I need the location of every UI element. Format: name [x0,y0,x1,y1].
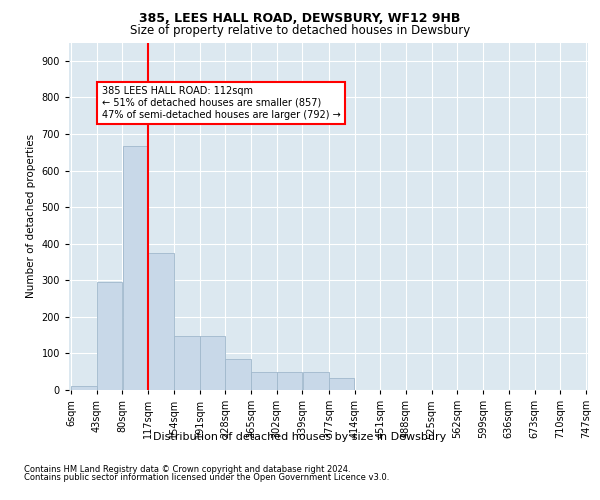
Text: Size of property relative to detached houses in Dewsbury: Size of property relative to detached ho… [130,24,470,37]
Bar [71,386,97,390]
Text: 385 LEES HALL ROAD: 112sqm
← 51% of detached houses are smaller (857)
47% of sem: 385 LEES HALL ROAD: 112sqm ← 51% of deta… [101,86,340,120]
Bar [329,378,355,390]
Bar [174,336,200,390]
Bar [251,372,277,390]
Text: 385, LEES HALL ROAD, DEWSBURY, WF12 9HB: 385, LEES HALL ROAD, DEWSBURY, WF12 9HB [139,12,461,26]
Bar [148,253,174,390]
Y-axis label: Number of detached properties: Number of detached properties [26,134,36,298]
Text: Contains HM Land Registry data © Crown copyright and database right 2024.: Contains HM Land Registry data © Crown c… [24,465,350,474]
Bar [122,146,148,390]
Text: Contains public sector information licensed under the Open Government Licence v3: Contains public sector information licen… [24,472,389,482]
Bar [226,359,251,390]
Bar [97,282,122,390]
Bar [277,372,302,390]
Bar [200,336,225,390]
Bar [302,372,329,390]
Text: Distribution of detached houses by size in Dewsbury: Distribution of detached houses by size … [154,432,446,442]
